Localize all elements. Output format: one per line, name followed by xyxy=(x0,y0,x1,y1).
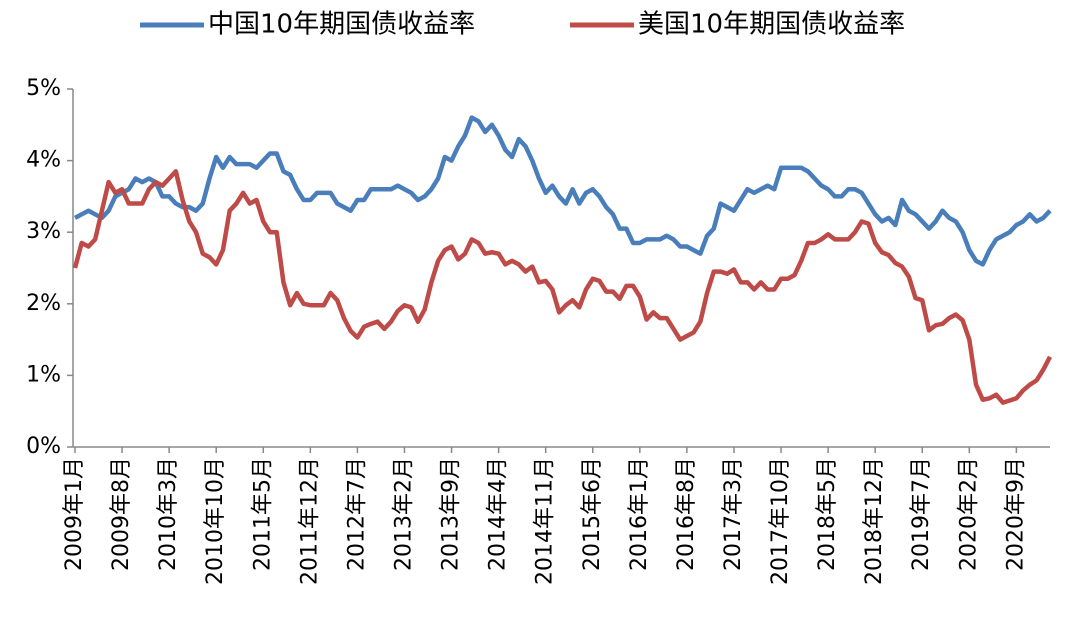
x-tick-label: 2010年3月 xyxy=(156,457,181,571)
x-tick-label: 2020年2月 xyxy=(956,457,981,571)
x-tick-label: 2020年9月 xyxy=(1003,457,1028,571)
x-tick-label: 2017年10月 xyxy=(768,457,793,585)
x-tick-label: 2018年5月 xyxy=(815,457,840,571)
x-tick-label: 2017年3月 xyxy=(721,457,746,571)
x-tick-label: 2010年10月 xyxy=(203,457,228,585)
y-tick-label: 1% xyxy=(26,362,61,387)
y-tick-label: 0% xyxy=(26,434,61,459)
series-line xyxy=(73,115,1052,267)
x-tick-label: 2016年8月 xyxy=(674,457,699,571)
x-tick-label: 2019年7月 xyxy=(909,457,934,571)
x-tick-label: 2011年12月 xyxy=(297,457,322,585)
x-tick-label: 2013年2月 xyxy=(391,457,416,571)
x-tick-label: 2015年6月 xyxy=(580,457,605,571)
x-tick-label: 2016年1月 xyxy=(627,457,652,571)
x-tick-label: 2018年12月 xyxy=(862,457,887,585)
y-tick-label: 3% xyxy=(26,219,61,244)
x-tick-label: 2014年4月 xyxy=(486,457,511,571)
y-tick-label: 4% xyxy=(26,148,61,173)
x-tick-label: 2012年7月 xyxy=(344,457,369,571)
x-tick-label: 2009年8月 xyxy=(109,457,134,571)
x-tick-label: 2013年9月 xyxy=(439,457,464,571)
x-tick-label: 2011年5月 xyxy=(250,457,275,571)
legend-label: 美国10年期国债收益率 xyxy=(638,10,905,40)
x-tick-label: 2009年1月 xyxy=(62,457,87,571)
series-line xyxy=(72,169,1052,405)
y-tick-label: 5% xyxy=(26,76,61,101)
y-tick-label: 2% xyxy=(26,291,61,316)
legend-label: 中国10年期国债收益率 xyxy=(208,10,475,40)
x-tick-label: 2014年11月 xyxy=(533,457,558,585)
